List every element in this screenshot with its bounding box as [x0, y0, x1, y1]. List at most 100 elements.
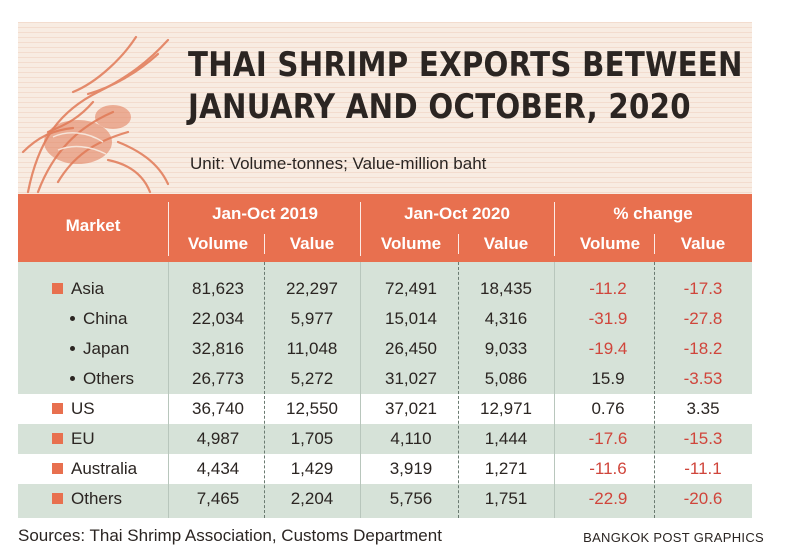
table-row: Australia 4,434 1,429 3,919 1,271 -11.6 -11.1 [18, 454, 752, 484]
header-value-change: Value [680, 234, 726, 253]
cell-value-change: -18.2 [683, 339, 723, 358]
cell-volume-2020: 4,110 [390, 429, 432, 448]
cell-value-2020: 1,271 [484, 459, 528, 478]
cell-value-2020: 5,086 [484, 369, 528, 388]
cell-volume-2019: 32,816 [192, 339, 244, 358]
market-label: Others [83, 369, 135, 388]
cell-volume-change: -22.9 [588, 489, 628, 508]
header-volume-change: Volume [579, 234, 641, 253]
market-label: US [71, 399, 95, 418]
market-label: Asia [71, 279, 105, 298]
table-row: China 22,034 5,977 15,014 4,316 -31.9 -27.8 [18, 304, 752, 334]
header-sub-divider [264, 234, 265, 254]
table-body: Asia 81,623 22,297 72,491 18,435 -11.2 -17.3 Ch… [18, 262, 752, 518]
cell-value-change: 3.35 [686, 399, 720, 418]
table-row: US 36,740 12,550 37,021 12,971 0.76 3.35 [18, 394, 752, 424]
title-line-1: THAI SHRIMP EXPORTS BETWEEN [188, 45, 743, 85]
cell-volume-2019: 81,623 [192, 279, 244, 298]
region-marker-icon [52, 463, 63, 474]
cell-value-2019: 2,204 [290, 489, 334, 508]
table-header: Market Jan-Oct 2019 Jan-Oct 2020 % chang… [18, 194, 752, 262]
region-marker-icon [52, 493, 63, 504]
cell-volume-2020: 3,919 [389, 459, 433, 478]
cell-value-2020: 9,033 [484, 339, 528, 358]
column-divider [168, 262, 169, 518]
market-label: Japan [83, 339, 130, 358]
cell-volume-change: -11.2 [589, 279, 627, 298]
cell-volume-2020: 72,491 [385, 279, 437, 298]
cell-value-2020: 4,316 [484, 309, 528, 328]
table-row: EU 4,987 1,705 4,110 1,444 -17.6 -15.3 [18, 424, 752, 454]
title-line-2: JANUARY AND OCTOBER, 2020 [188, 87, 691, 127]
cell-market: Asia [52, 274, 104, 304]
subregion-dot-icon [70, 376, 75, 381]
cell-volume-change: -31.9 [588, 309, 628, 328]
region-marker-icon [52, 283, 63, 294]
cell-market: Australia [52, 454, 137, 484]
cell-volume-2020: 31,027 [385, 369, 437, 388]
cell-value-2020: 1,751 [484, 489, 528, 508]
region-marker-icon [52, 403, 63, 414]
cell-volume-change: -11.6 [589, 459, 627, 478]
cell-volume-change: -17.6 [588, 429, 628, 448]
cell-market: US [52, 394, 95, 424]
header-divider [360, 202, 361, 256]
header-sub-divider [458, 234, 459, 254]
header-group-2019: Jan-Oct 2019 [212, 204, 318, 223]
cell-value-change: -3.53 [683, 369, 723, 388]
header-value-2020: Value [483, 234, 529, 253]
header-value-2019: Value [289, 234, 335, 253]
header-sub-divider [654, 234, 655, 254]
column-divider [264, 262, 265, 518]
table-row: Others 26,773 5,272 31,027 5,086 15.9 -3.53 [18, 364, 752, 394]
market-label: Others [71, 489, 123, 508]
cell-market: Others [52, 484, 122, 514]
column-divider [458, 262, 459, 518]
cell-volume-2019: 4,987 [196, 429, 240, 448]
cell-market: Japan [70, 334, 129, 364]
table-row: Japan 32,816 11,048 26,450 9,033 -19.4 -18.2 [18, 334, 752, 364]
cell-volume-2019: 36,740 [192, 399, 244, 418]
title-panel: THAI SHRIMP EXPORTS BETWEEN JANUARY AND … [18, 22, 752, 194]
cell-value-2019: 5,272 [290, 369, 334, 388]
sources-note: Sources: Thai Shrimp Association, Custom… [18, 526, 442, 545]
header-market: Market [65, 216, 121, 235]
cell-value-2019: 12,550 [286, 399, 338, 418]
cell-value-2019: 1,429 [290, 459, 334, 478]
cell-volume-2019: 4,434 [196, 459, 240, 478]
column-divider [554, 262, 555, 518]
column-divider [360, 262, 361, 518]
cell-market: Others [70, 364, 134, 394]
header-volume-2020: Volume [380, 234, 442, 253]
header-volume-2019: Volume [187, 234, 249, 253]
cell-value-change: -15.3 [683, 429, 723, 448]
market-label: China [83, 309, 128, 328]
cell-value-change: -27.8 [683, 309, 723, 328]
cell-value-change: -11.1 [684, 459, 722, 478]
cell-volume-change: 15.9 [591, 369, 625, 388]
cell-volume-2020: 37,021 [385, 399, 437, 418]
cell-volume-2019: 26,773 [192, 369, 244, 388]
cell-volume-change: 0.76 [591, 399, 625, 418]
market-label: Australia [71, 459, 138, 478]
cell-volume-change: -19.4 [588, 339, 628, 358]
cell-volume-2019: 7,465 [196, 489, 240, 508]
shrimp-illustration [21, 35, 170, 194]
cell-value-2019: 5,977 [290, 309, 334, 328]
cell-value-2019: 11,048 [286, 339, 338, 358]
cell-value-change: -20.6 [683, 489, 723, 508]
cell-value-change: -17.3 [683, 279, 723, 298]
graphics-credit: BANGKOK POST GRAPHICS [583, 530, 764, 545]
chart-title: THAI SHRIMP EXPORTS BETWEEN JANUARY AND … [188, 44, 743, 128]
subregion-dot-icon [70, 316, 75, 321]
market-label: EU [71, 429, 95, 448]
cell-volume-2020: 5,756 [389, 489, 433, 508]
table-row: Asia 81,623 22,297 72,491 18,435 -11.2 -17.3 [18, 274, 752, 304]
cell-volume-2019: 22,034 [192, 309, 244, 328]
cell-value-2020: 12,971 [480, 399, 532, 418]
cell-value-2020: 1,444 [484, 429, 528, 448]
table-row: Others 7,465 2,204 5,756 1,751 -22.9 -20.6 [18, 484, 752, 514]
cell-volume-2020: 15,014 [385, 309, 437, 328]
subregion-dot-icon [70, 346, 75, 351]
region-marker-icon [52, 433, 63, 444]
